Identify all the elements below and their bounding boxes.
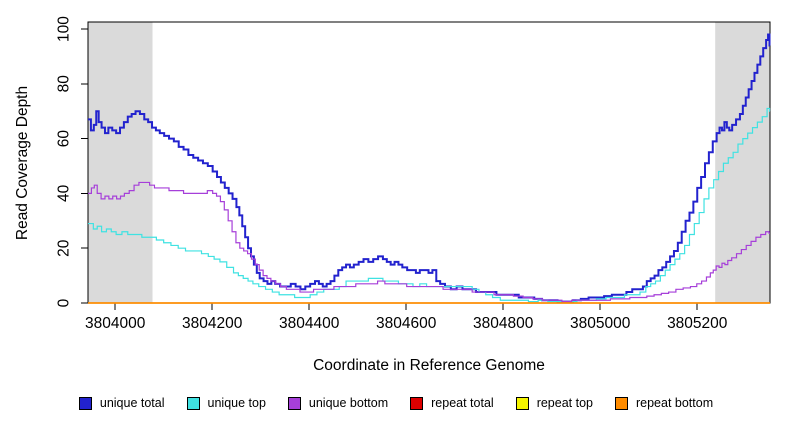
y-tick-label: 20: [56, 239, 73, 257]
shaded-regions: [88, 22, 770, 303]
legend-item-repeat-bottom: repeat bottom: [614, 396, 714, 410]
series-lines: [88, 33, 771, 304]
legend-swatch-icon: [614, 396, 628, 410]
x-tick-label: 3805000: [570, 315, 631, 332]
legend-label: unique bottom: [308, 396, 389, 410]
legend-item-unique-total: unique total: [78, 396, 165, 410]
y-axis: 0 20 40 60 80 100: [56, 16, 88, 307]
series-line-unique-bottom: [88, 181, 770, 303]
legend-swatch-icon: [410, 396, 424, 410]
legend-label: repeat bottom: [635, 396, 714, 410]
legend-swatch-icon: [78, 396, 92, 410]
x-tick-label: 3805200: [667, 315, 728, 332]
series-line-unique-total: [88, 33, 771, 303]
legend-swatch-icon: [186, 396, 200, 410]
legend-swatch-icon: [515, 396, 529, 410]
shaded-region: [715, 22, 770, 303]
legend-item-repeat-total: repeat total: [410, 396, 494, 410]
x-tick-label: 3804000: [85, 315, 146, 332]
y-tick-label: 40: [56, 184, 73, 202]
legend-label: unique total: [99, 396, 165, 410]
x-axis-title: Coordinate in Reference Genome: [313, 357, 545, 374]
shaded-region: [88, 22, 153, 303]
x-tick-label: 3804600: [376, 315, 437, 332]
legend-item-repeat-top: repeat top: [515, 396, 593, 410]
legend: unique total unique top unique bottom repea…: [0, 396, 792, 410]
legend-label: repeat total: [431, 396, 494, 410]
coverage-plot: 3804000 3804200 3804400 3804600 3804800 38050…: [14, 16, 771, 374]
y-tick-label: 80: [56, 75, 73, 93]
y-axis-title: Read Coverage Depth: [14, 86, 31, 240]
x-tick-label: 3804800: [473, 315, 534, 332]
legend-label: repeat top: [536, 396, 593, 410]
legend-item-unique-top: unique top: [186, 396, 266, 410]
y-tick-label: 60: [56, 130, 73, 148]
y-tick-label: 0: [56, 298, 73, 307]
legend-swatch-icon: [287, 396, 301, 410]
x-tick-label: 3804400: [279, 315, 340, 332]
x-axis: 3804000 3804200 3804400 3804600 3804800 38050…: [85, 303, 728, 332]
legend-item-unique-bottom: unique bottom: [287, 396, 389, 410]
y-tick-label: 100: [56, 16, 73, 42]
legend-label: unique top: [207, 396, 266, 410]
plot-border: [87, 21, 771, 304]
x-tick-label: 3804200: [182, 315, 243, 332]
